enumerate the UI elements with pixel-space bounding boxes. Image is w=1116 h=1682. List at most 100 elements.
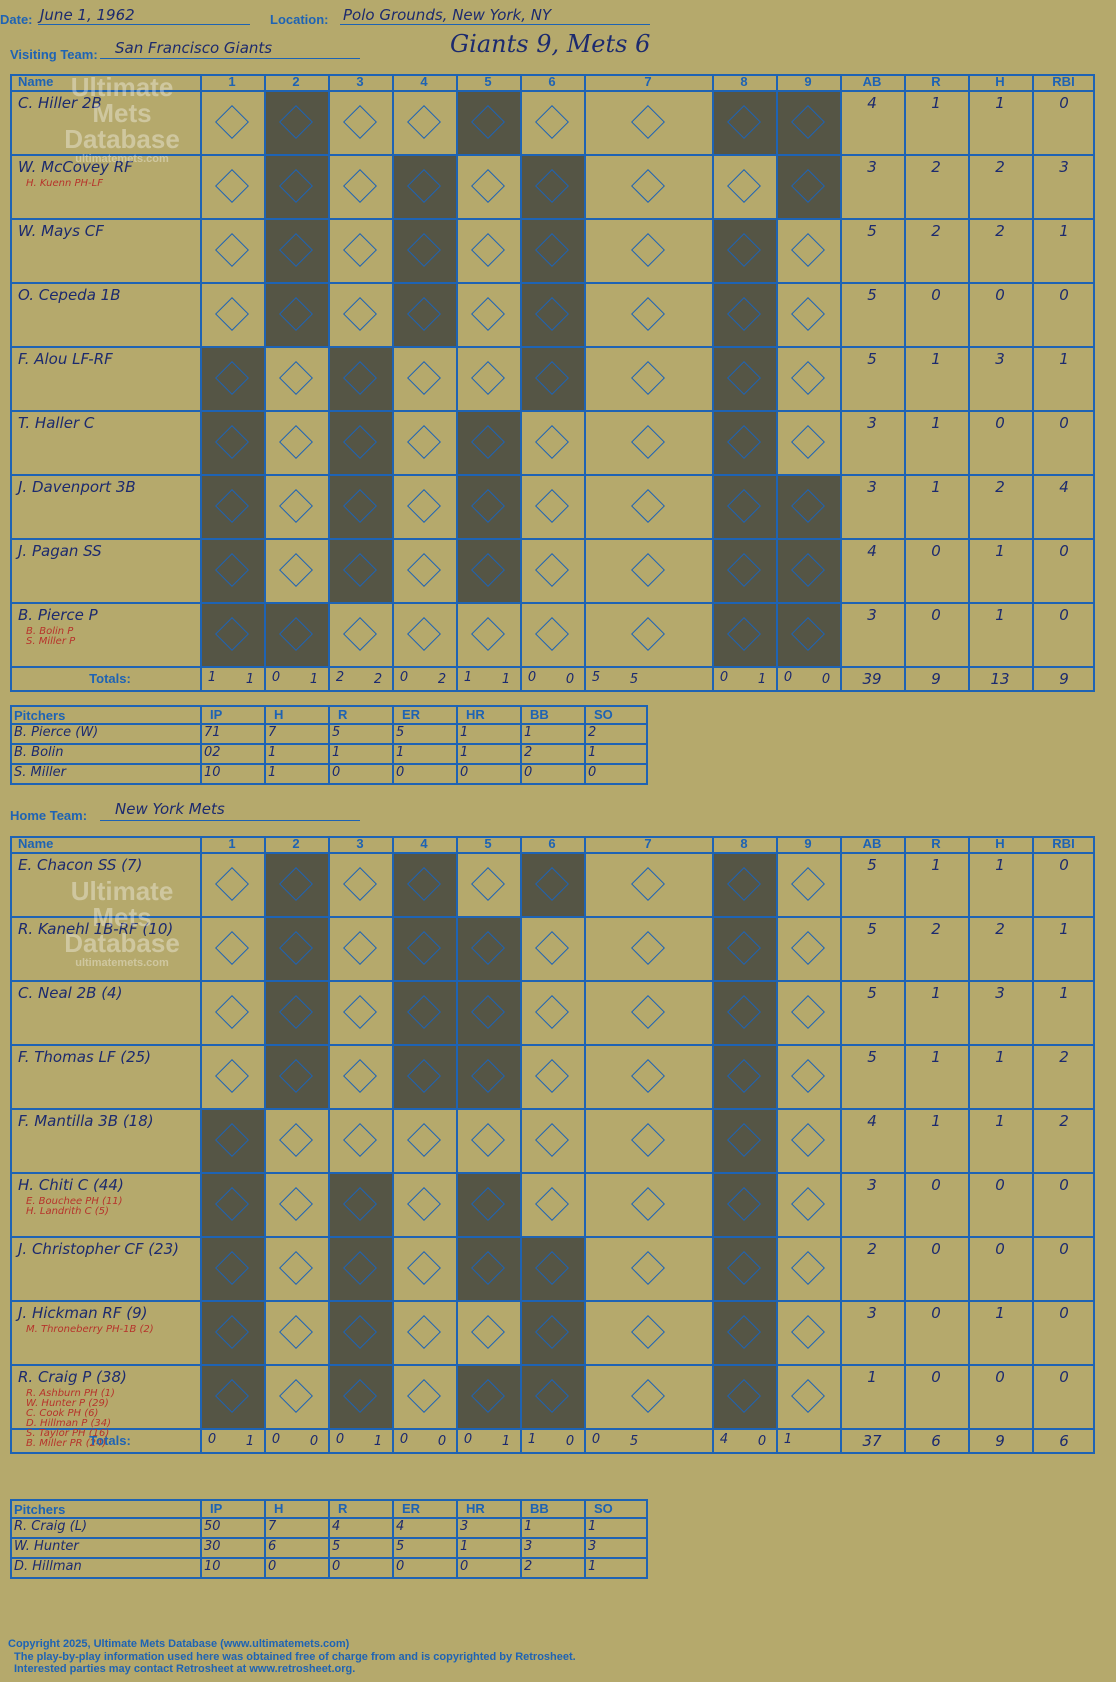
blank-inning-cell: [328, 346, 392, 410]
grid-line: [1032, 836, 1034, 1454]
base-diamond: [791, 297, 825, 331]
grid-line: [456, 705, 458, 785]
inning-runs: 2: [335, 670, 345, 685]
column-header: 8: [740, 836, 748, 851]
grid-line: [10, 916, 1095, 918]
column-header: 1: [228, 836, 236, 851]
grid-line: [1093, 74, 1095, 692]
inning-hits: 0: [565, 672, 575, 687]
blank-inning-cell: [392, 852, 456, 916]
location-underline: [340, 24, 650, 25]
base-diamond: [791, 425, 825, 459]
grid-line: [968, 74, 970, 692]
pitcher-name: D. Hillman: [14, 1559, 82, 1574]
pitching-stat: 0: [396, 765, 405, 780]
base-diamond: [535, 425, 569, 459]
base-diamond: [791, 1251, 825, 1285]
blank-inning-cell: [200, 410, 264, 474]
grid-line: [328, 1499, 330, 1579]
substitute-name: B. Bolin P: [26, 626, 74, 637]
grid-line: [10, 410, 1095, 412]
player-r: 2: [931, 158, 941, 176]
column-header: 5: [484, 74, 492, 89]
player-name: R. Kanehl 1B-RF (10): [18, 920, 174, 938]
pitching-column-header: H: [274, 1501, 284, 1516]
pitcher-name: R. Craig (L): [14, 1519, 88, 1534]
player-h: 2: [995, 478, 1005, 496]
base-diamond: [631, 1123, 665, 1157]
pitching-stat: 1: [588, 1559, 597, 1574]
grid-line: [520, 836, 522, 1454]
pitching-stat: 1: [588, 745, 597, 760]
blank-inning-cell: [712, 410, 776, 474]
totals-label: Totals:: [89, 1433, 131, 1448]
inning-runs: 0: [591, 1432, 601, 1447]
game-location: Polo Grounds, New York, NY: [343, 6, 552, 24]
base-diamond: [791, 1379, 825, 1413]
watermark-line-4: ultimatemets.com: [75, 153, 169, 165]
blank-inning-cell: [264, 916, 328, 980]
substitute-name: S. Miller P: [26, 636, 76, 647]
substitute-name: R. Ashburn PH (1): [26, 1388, 115, 1399]
pitching-stat: 5: [396, 725, 405, 740]
base-diamond: [471, 361, 505, 395]
grid-line: [10, 282, 1095, 284]
column-header: 4: [420, 836, 428, 851]
visitors-pitchers-table: Pitchers IP H R ER HR BB SO B. Pierce (W) 71 7 5 5 1 1…: [10, 705, 648, 787]
home-underline: [100, 820, 360, 821]
grid-line: [968, 836, 970, 1454]
player-r: 2: [931, 920, 941, 938]
grid-line: [840, 836, 842, 1454]
player-h: 0: [995, 286, 1005, 304]
grid-line: [10, 1044, 1095, 1046]
base-diamond: [631, 169, 665, 203]
substitute-name: S. Taylor PH (16): [26, 1428, 110, 1439]
base-diamond: [279, 425, 313, 459]
base-diamond: [343, 617, 377, 651]
blank-inning-cell: [712, 1108, 776, 1172]
player-r: 1: [931, 856, 941, 874]
grid-line: [264, 1499, 266, 1579]
base-diamond: [471, 297, 505, 331]
total-r: 6: [931, 1432, 941, 1450]
player-h: 0: [995, 414, 1005, 432]
base-diamond: [279, 1251, 313, 1285]
substitute-name: C. Cook PH (6): [26, 1408, 99, 1419]
grid-line: [10, 1499, 12, 1579]
player-name: T. Haller C: [18, 414, 95, 432]
player-rbi: 0: [1059, 414, 1069, 432]
column-header: 6: [548, 74, 556, 89]
inning-hits: 1: [309, 672, 319, 687]
base-diamond: [343, 1059, 377, 1093]
blank-inning-cell: [456, 474, 520, 538]
base-diamond: [471, 233, 505, 267]
grid-line: [10, 1452, 1095, 1454]
inning-runs: 4: [719, 1432, 729, 1447]
base-diamond: [343, 169, 377, 203]
inning-runs: 0: [527, 670, 537, 685]
grid-line: [10, 666, 1095, 668]
player-rbi: 1: [1059, 984, 1069, 1002]
grid-line: [712, 74, 714, 692]
grid-line: [456, 74, 458, 692]
total-h: 9: [995, 1432, 1005, 1450]
blank-inning-cell: [712, 980, 776, 1044]
base-diamond: [631, 1059, 665, 1093]
base-diamond: [631, 553, 665, 587]
player-h: 0: [995, 1368, 1005, 1386]
inning-hits: 1: [501, 1434, 511, 1449]
grid-line: [10, 705, 12, 785]
blank-inning-cell: [520, 154, 584, 218]
player-rbi: 1: [1059, 920, 1069, 938]
pitching-stat: 3: [588, 1539, 597, 1554]
player-rbi: 0: [1059, 606, 1069, 624]
column-header: Name: [18, 74, 54, 89]
grid-line: [646, 1499, 648, 1579]
player-ab: 5: [867, 984, 877, 1002]
blank-inning-cell: [712, 538, 776, 602]
player-h: 2: [995, 920, 1005, 938]
base-diamond: [215, 867, 249, 901]
column-header: 9: [804, 74, 812, 89]
grid-line: [456, 836, 458, 1454]
base-diamond: [215, 995, 249, 1029]
